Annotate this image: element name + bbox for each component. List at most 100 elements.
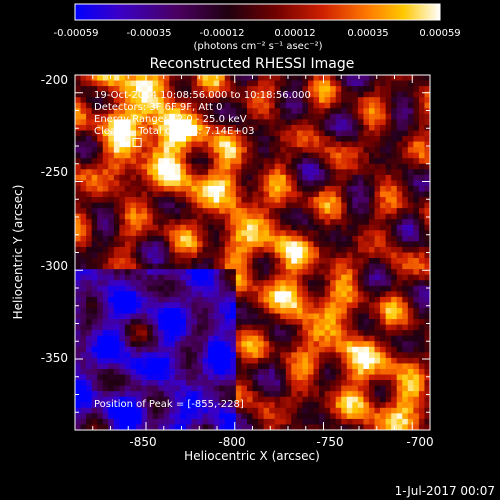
heatmap-cell bbox=[119, 219, 126, 226]
heatmap-cell bbox=[141, 208, 148, 215]
heatmap-cell bbox=[413, 152, 420, 159]
heatmap-cell bbox=[285, 202, 292, 209]
heatmap-cell bbox=[263, 341, 270, 348]
heatmap-cell bbox=[413, 263, 420, 270]
heatmap-cell bbox=[357, 80, 364, 87]
heatmap-cell bbox=[130, 324, 137, 331]
heatmap-cell bbox=[147, 136, 154, 142]
heatmap-cell bbox=[174, 169, 181, 176]
heatmap-cell bbox=[319, 391, 326, 398]
heatmap-cell bbox=[368, 252, 375, 259]
heatmap-cell bbox=[296, 407, 303, 414]
heatmap-cell bbox=[252, 391, 259, 398]
heatmap-cell bbox=[396, 418, 403, 425]
heatmap-cell bbox=[280, 136, 287, 142]
heatmap-cell bbox=[413, 385, 420, 392]
heatmap-cell bbox=[136, 269, 142, 276]
heatmap-cell bbox=[357, 357, 364, 364]
heatmap-cell bbox=[252, 141, 259, 148]
heatmap-cell bbox=[152, 380, 159, 387]
heatmap-cell bbox=[86, 219, 93, 226]
heatmap-cell bbox=[75, 158, 81, 165]
heatmap-cell bbox=[374, 307, 381, 314]
heatmap-cell bbox=[252, 252, 259, 259]
heatmap-cell bbox=[158, 86, 165, 93]
heatmap-cell bbox=[213, 269, 220, 276]
heatmap-cell bbox=[413, 307, 420, 314]
heatmap-cell bbox=[213, 418, 220, 425]
heatmap-cell bbox=[418, 346, 425, 353]
heatmap-cell bbox=[407, 86, 414, 93]
heatmap-cell bbox=[158, 252, 165, 259]
heatmap-cell bbox=[163, 108, 170, 115]
heatmap-cell bbox=[296, 208, 303, 215]
heatmap-cell bbox=[363, 197, 370, 203]
heatmap-cell bbox=[413, 185, 420, 192]
heatmap-cell bbox=[163, 307, 170, 314]
heatmap-cell bbox=[152, 280, 159, 287]
heatmap-cell bbox=[307, 97, 314, 104]
heatmap-cell bbox=[119, 352, 126, 359]
heatmap-cell bbox=[357, 341, 364, 348]
heatmap-cell bbox=[385, 86, 392, 93]
heatmap-cell bbox=[246, 330, 253, 337]
heatmap-cell bbox=[208, 152, 215, 159]
heatmap-cell bbox=[158, 330, 165, 337]
heatmap-cell bbox=[330, 341, 337, 348]
heatmap-cell bbox=[330, 263, 337, 270]
heatmap-cell bbox=[208, 163, 215, 170]
heatmap-cell bbox=[119, 180, 126, 187]
heatmap-cell bbox=[252, 91, 259, 98]
heatmap-cell bbox=[346, 191, 353, 198]
heatmap-cell bbox=[424, 274, 430, 281]
heatmap-cell bbox=[285, 219, 292, 226]
heatmap-cell bbox=[374, 246, 381, 253]
heatmap-cell bbox=[285, 418, 292, 425]
heatmap-cell bbox=[191, 324, 198, 331]
heatmap-cell bbox=[291, 213, 298, 220]
heatmap-cell bbox=[230, 269, 237, 276]
heatmap-cell bbox=[330, 113, 337, 120]
heatmap-cell bbox=[174, 108, 181, 115]
heatmap-cell bbox=[91, 191, 98, 198]
heatmap-cell bbox=[274, 274, 281, 281]
heatmap-cell bbox=[263, 291, 270, 298]
heatmap-cell bbox=[208, 91, 215, 98]
heatmap-cell bbox=[385, 346, 392, 353]
heatmap-cell bbox=[180, 113, 187, 120]
heatmap-cell bbox=[313, 374, 320, 381]
heatmap-cell bbox=[330, 285, 337, 292]
heatmap-cell bbox=[341, 75, 348, 81]
heatmap-cell bbox=[102, 230, 109, 237]
heatmap-cell bbox=[169, 374, 176, 381]
heatmap-cell bbox=[235, 424, 242, 430]
heatmap-cell bbox=[136, 113, 142, 120]
heatmap-cell bbox=[269, 396, 276, 403]
heatmap-cell bbox=[197, 374, 203, 381]
heatmap-cell bbox=[169, 163, 176, 170]
heatmap-cell bbox=[180, 407, 187, 414]
heatmap-cell bbox=[380, 180, 387, 187]
heatmap-cell bbox=[141, 319, 148, 326]
heatmap-cell bbox=[174, 91, 181, 98]
heatmap-cell bbox=[202, 357, 209, 364]
heatmap-cell bbox=[258, 330, 264, 337]
heatmap-cell bbox=[180, 235, 187, 242]
heatmap-cell bbox=[413, 374, 420, 381]
heatmap-cell bbox=[235, 108, 242, 115]
heatmap-cell bbox=[291, 285, 298, 292]
heatmap-cell bbox=[152, 291, 159, 298]
heatmap-cell bbox=[152, 86, 159, 93]
heatmap-cell bbox=[213, 319, 220, 326]
heatmap-cell bbox=[213, 158, 220, 165]
heatmap-cell bbox=[86, 385, 93, 392]
heatmap-cell bbox=[163, 174, 170, 181]
heatmap-cell bbox=[202, 374, 209, 381]
heatmap-cell bbox=[252, 396, 259, 403]
heatmap-cell bbox=[385, 424, 392, 430]
heatmap-cell bbox=[418, 391, 425, 398]
heatmap-cell bbox=[91, 208, 98, 215]
heatmap-cell bbox=[97, 180, 104, 187]
heatmap-cell bbox=[374, 119, 381, 126]
heatmap-cell bbox=[352, 169, 359, 176]
